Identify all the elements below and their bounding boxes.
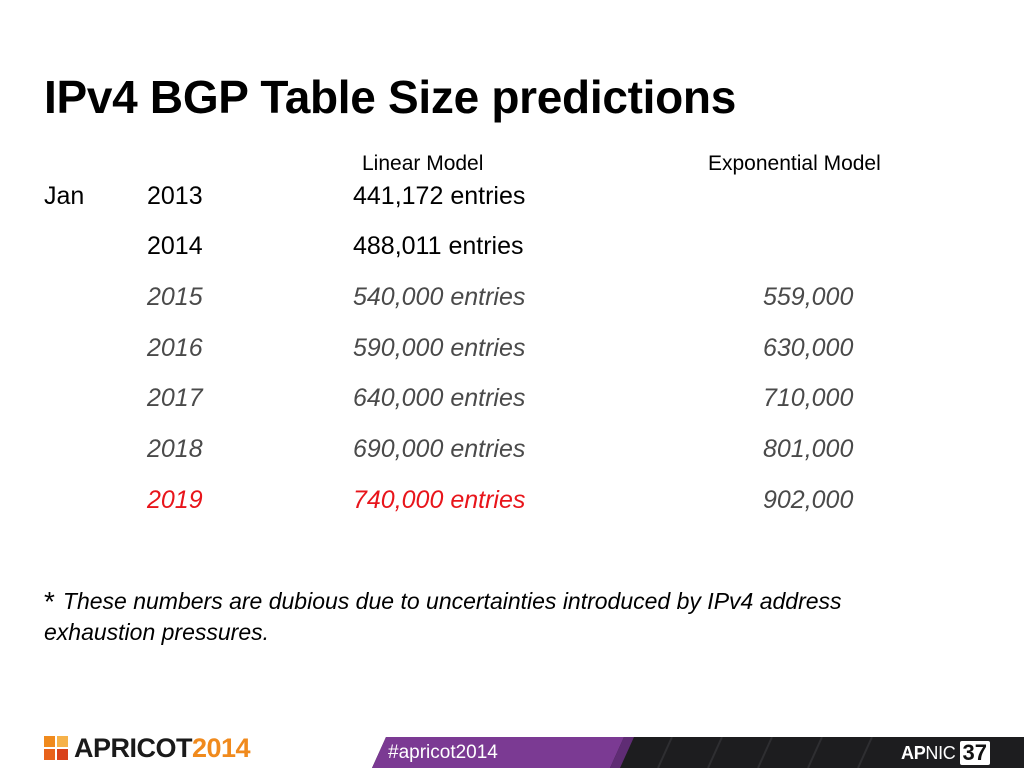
exponential-value-cell: 801,000: [763, 435, 854, 463]
footnote: * These numbers are dubious due to uncert…: [44, 586, 944, 648]
apnic-wordmark: APNIC: [901, 743, 956, 764]
linear-value-cell: 540,000 entries: [353, 283, 526, 311]
apnic-prefix: AP: [901, 742, 926, 763]
exponential-value-cell: 630,000: [763, 334, 854, 362]
event-name: APRICOT: [74, 732, 193, 763]
month-cell: Jan: [44, 182, 85, 210]
linear-value-cell: 441,172 entries: [353, 182, 526, 210]
linear-value-cell: 488,011 entries: [353, 232, 524, 260]
year-cell: 2017: [147, 384, 203, 412]
footer-band: [372, 737, 1024, 768]
event-year: 2014: [192, 732, 251, 763]
table-row-2019: 2019 740,000 entries 902,000: [0, 486, 1024, 526]
exponential-model-header: Exponential Model: [708, 152, 881, 175]
table-row-2015: 2015 540,000 entries 559,000: [0, 283, 1024, 323]
apricot-logo-mark-icon: [44, 736, 68, 760]
table-row-2018: 2018 690,000 entries 801,000: [0, 435, 1024, 475]
hashtag: #apricot2014: [388, 742, 498, 763]
exponential-value-cell: 902,000: [763, 486, 854, 514]
year-cell: 2014: [147, 232, 203, 260]
table-row-2016: 2016 590,000 entries 630,000: [0, 334, 1024, 374]
year-cell: 2013: [147, 182, 203, 210]
footnote-marker: *: [44, 586, 55, 617]
table-row-2014: 2014 488,011 entries: [0, 232, 1024, 272]
linear-value-cell: 590,000 entries: [353, 334, 526, 362]
linear-model-header: Linear Model: [362, 152, 484, 175]
table-row-2013: Jan 2013 441,172 entries: [0, 182, 1024, 222]
table-row-2017: 2017 640,000 entries 710,000: [0, 384, 1024, 424]
footnote-text: These numbers are dubious due to uncerta…: [44, 588, 842, 645]
year-cell: 2019: [147, 486, 203, 514]
linear-value-cell: 740,000 entries: [353, 486, 526, 514]
year-cell: 2018: [147, 435, 203, 463]
apnic-suffix: NIC: [925, 742, 956, 763]
year-cell: 2016: [147, 334, 203, 362]
exponential-value-cell: 710,000: [763, 384, 854, 412]
apnic-number: 37: [959, 741, 990, 765]
linear-value-cell: 640,000 entries: [353, 384, 526, 412]
slide-title: IPv4 BGP Table Size predictions: [44, 71, 736, 123]
apricot-logo: APRICOT 2014: [44, 732, 251, 763]
linear-value-cell: 690,000 entries: [353, 435, 526, 463]
apnic-logo: APNIC 37: [901, 740, 990, 766]
year-cell: 2015: [147, 283, 203, 311]
exponential-value-cell: 559,000: [763, 283, 854, 311]
